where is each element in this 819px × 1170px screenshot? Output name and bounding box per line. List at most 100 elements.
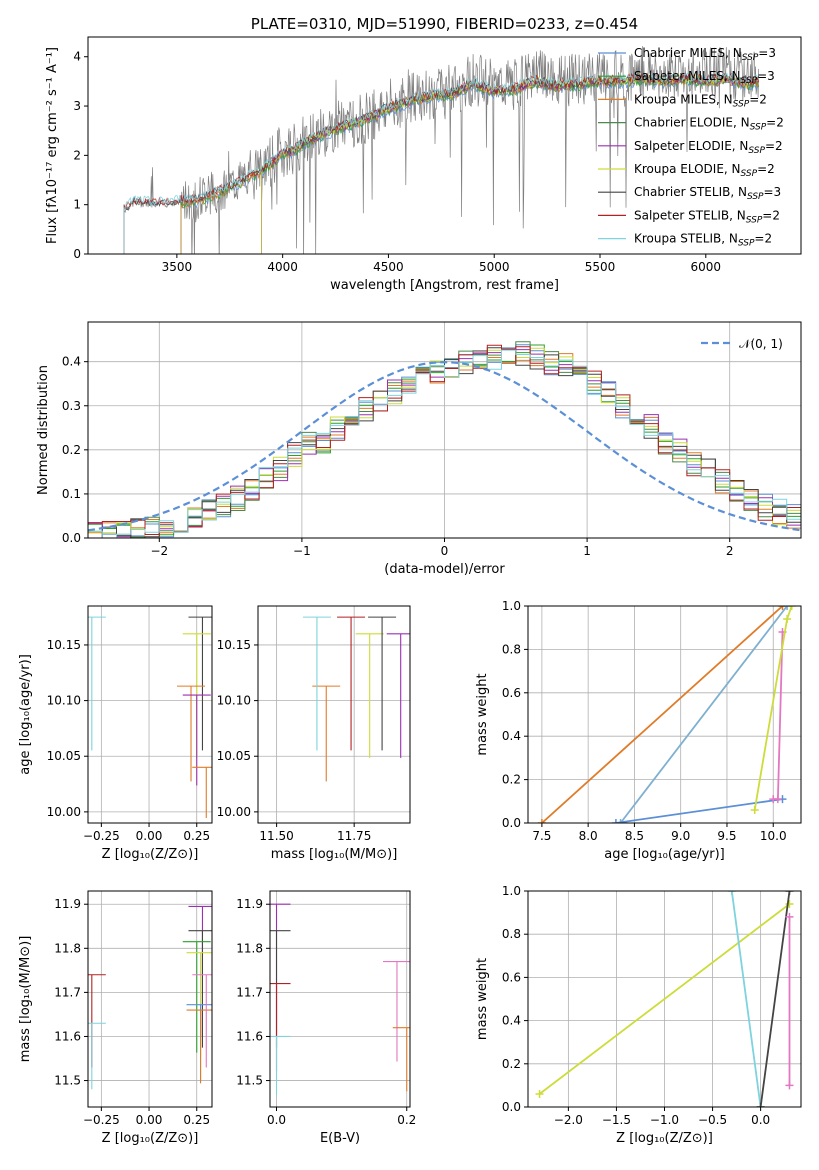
- x-axis-label: Z [log₁₀(Z/Z⊙)]: [616, 1131, 713, 1146]
- y-tick-label: 0: [73, 247, 81, 261]
- y-tick-label: 2: [73, 148, 81, 162]
- residual-histogram-step: [88, 349, 801, 538]
- axes-frame: [87, 36, 802, 255]
- axes-frame: [257, 605, 411, 824]
- legend-entry: Chabrier STELIB, NSSP=3: [634, 185, 781, 202]
- y-tick-label: 0.2: [502, 773, 521, 787]
- y-tick-label: 0.0: [502, 816, 521, 830]
- legend-entry-subscript: SSP: [750, 123, 767, 133]
- panel-massweight-vs-age: [524, 605, 802, 827]
- mass-weight-marker: [778, 606, 787, 610]
- plot-area: [258, 606, 410, 823]
- x-tick-label: −0.25: [83, 829, 120, 843]
- legend-entry-name: Chabrier STELIB, N: [634, 185, 747, 199]
- x-tick-label: 0.0: [267, 1113, 286, 1127]
- legend-entry-name: Salpeter ELODIE, N: [634, 139, 748, 153]
- panel-mass-vs-Z: [84, 890, 213, 1111]
- y-tick-label: 11.6: [54, 1029, 81, 1043]
- legend-entry-name: Salpeter STELIB, N: [634, 208, 746, 222]
- x-tick-label: 0.25: [183, 829, 210, 843]
- x-tick-label: −0.5: [698, 1113, 727, 1127]
- mass-weight-line: [619, 606, 788, 823]
- legend-entry: Salpeter STELIB, NSSP=2: [634, 208, 780, 225]
- x-tick-label: 9.0: [671, 829, 690, 843]
- legend-entry-subscript: SSP: [747, 192, 764, 202]
- y-tick-label: 0.6: [502, 686, 521, 700]
- y-tick-label: 0.0: [62, 531, 81, 545]
- mass-weight-marker: [616, 819, 625, 823]
- x-tick-label: 0.2: [397, 1113, 416, 1127]
- legend-entry-count: =2: [757, 162, 775, 176]
- panel-massweight-vs-Z: [524, 890, 802, 1111]
- legend-entry-count: =2: [765, 139, 783, 153]
- y-tick-label: 1.0: [502, 884, 521, 898]
- x-tick-label: 5500: [585, 260, 616, 274]
- legend-entry-subscript: SSP: [742, 53, 759, 63]
- axes-frame: [87, 605, 213, 824]
- plot-area: [528, 891, 801, 1107]
- mass-weight-marker: [787, 606, 796, 610]
- x-tick-label: 1: [583, 544, 591, 558]
- x-tick-label: 0.0: [751, 1113, 770, 1127]
- x-tick-label: 10.0: [760, 829, 787, 843]
- panel-spectrum: [84, 36, 802, 258]
- x-tick-label: 2: [726, 544, 734, 558]
- x-axis-label: E(B-V): [320, 1131, 360, 1146]
- x-axis-label: age [log₁₀(age/yr)]: [604, 847, 725, 862]
- x-tick-label: 9.5: [717, 829, 736, 843]
- y-tick-label: 11.5: [236, 1074, 263, 1088]
- mass-weight-marker: [727, 891, 736, 895]
- x-tick-label: 4000: [267, 260, 298, 274]
- y-tick-label: 11.6: [236, 1029, 263, 1043]
- y-axis-label: Flux [fλ10⁻¹⁷ erg cm⁻² s⁻¹ A⁻¹]: [45, 47, 60, 244]
- x-tick-label: −1: [293, 544, 311, 558]
- mass-weight-line: [538, 903, 791, 1095]
- y-tick-label: 11.8: [236, 941, 263, 955]
- legend-entry-name: Salpeter MILES, N: [634, 69, 741, 83]
- legend-entry: Salpeter MILES, NSSP=3: [634, 69, 775, 86]
- mass-weight-marker: [611, 819, 620, 823]
- y-tick-label: 0.2: [502, 1057, 521, 1071]
- y-tick-label: 10.10: [217, 694, 251, 708]
- mass-weight-marker: [785, 1081, 794, 1090]
- x-tick-label: 5000: [479, 260, 510, 274]
- y-tick-label: 0.4: [502, 729, 521, 743]
- y-tick-label: 10.10: [47, 694, 81, 708]
- legend-entry-name: Chabrier ELODIE, N: [634, 116, 750, 130]
- mass-weight-line: [759, 891, 791, 1107]
- legend-entry-count: =2: [766, 116, 784, 130]
- legend-entry-subscript: SSP: [738, 239, 755, 249]
- legend-entry-subscript: SSP: [748, 146, 765, 156]
- legend-entry-name: Chabrier MILES, N: [634, 46, 742, 60]
- legend-entry-name: Kroupa STELIB, N: [634, 232, 738, 246]
- y-tick-label: 4: [73, 50, 81, 64]
- plot-area: [88, 606, 212, 823]
- legend-entry-subscript: SSP: [746, 215, 763, 225]
- legend-entry-subscript: SSP: [733, 99, 750, 109]
- legend-entry: Kroupa MILES, NSSP=2: [634, 92, 767, 109]
- mass-weight-line: [730, 891, 762, 1107]
- legend-entry: Kroupa STELIB, NSSP=2: [634, 232, 772, 249]
- x-tick-label: −1.0: [650, 1113, 679, 1127]
- mass-weight-marker: [785, 891, 794, 895]
- x-tick-label: 0.00: [136, 829, 163, 843]
- x-tick-label: 0.00: [136, 1113, 163, 1127]
- x-axis-label: mass [log₁₀(M/M⊙)]: [271, 847, 398, 862]
- plot-area: [270, 891, 410, 1107]
- x-tick-label: 11.75: [337, 829, 371, 843]
- axes-frame: [269, 890, 411, 1108]
- mass-weight-marker: [785, 912, 794, 921]
- legend-entry-subscript: SSP: [741, 169, 758, 179]
- y-tick-label: 3: [73, 99, 81, 113]
- y-tick-label: 11.5: [54, 1074, 81, 1088]
- y-tick-label: 11.9: [54, 897, 81, 911]
- y-tick-label: 11.8: [54, 941, 81, 955]
- panel-age-vs-Z: [84, 605, 213, 827]
- legend-entry: Chabrier ELODIE, NSSP=2: [634, 116, 784, 133]
- mass-weight-marker: [783, 615, 792, 624]
- model-spectrum-line: [123, 72, 760, 254]
- mass-weight-marker: [756, 1103, 765, 1107]
- legend-entry-name: Kroupa MILES, N: [634, 92, 733, 106]
- x-tick-label: 8.5: [625, 829, 644, 843]
- mass-weight-line: [541, 606, 784, 823]
